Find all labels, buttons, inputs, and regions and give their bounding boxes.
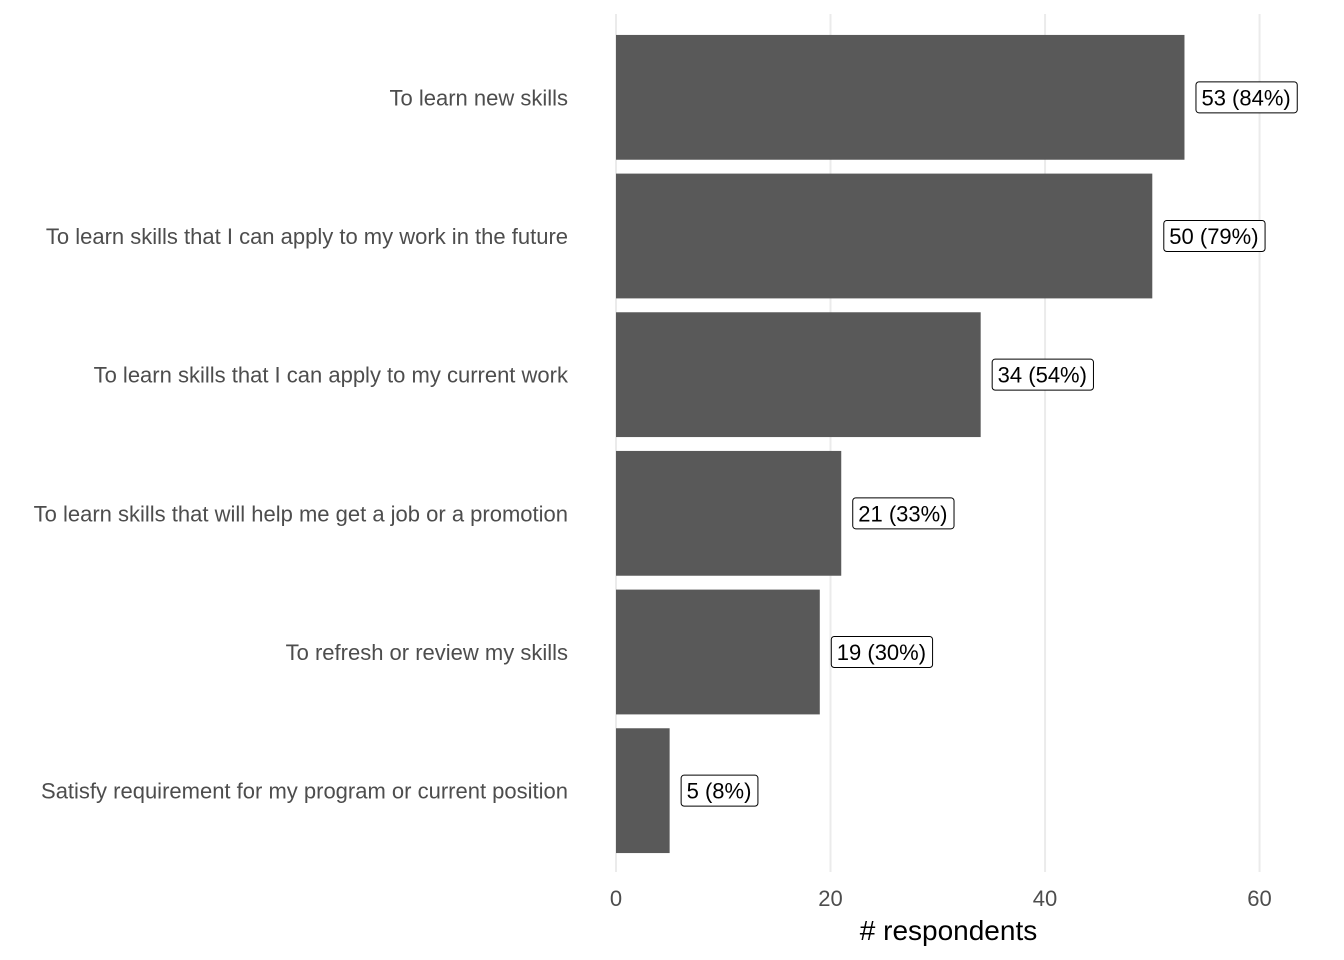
x-tick-label: 60: [1247, 886, 1271, 911]
category-label: To learn skills that will help me get a …: [34, 501, 568, 526]
data-label-box: [1163, 220, 1266, 252]
x-tick-label: 0: [610, 886, 622, 911]
data-label-text: 34 (54%): [998, 363, 1087, 388]
category-label: To learn new skills: [389, 85, 568, 110]
category-labels: To learn new skills To learn skills that …: [34, 85, 569, 803]
category-label: Satisfy requirement for my program or cu…: [41, 779, 568, 804]
data-label-text: 53 (84%): [1201, 85, 1290, 110]
data-label-box: [830, 636, 934, 668]
data-label: 50 (79%): [1163, 220, 1266, 252]
data-label-box: [852, 497, 955, 530]
data-label: 19 (30%): [830, 636, 934, 668]
x-tick-label: 40: [1033, 886, 1057, 911]
data-label-box: [991, 358, 1094, 391]
data-label-text: 50 (79%): [1169, 224, 1258, 249]
data-label-text: 5 (8%): [687, 779, 752, 804]
data-label: 5 (8%): [680, 774, 759, 807]
x-tick-label: 20: [818, 886, 842, 911]
x-axis-label: # respondents: [860, 915, 1037, 946]
bar: [616, 34, 1185, 160]
bar: [616, 728, 670, 854]
data-label: 53 (84%): [1195, 81, 1298, 114]
category-label: To learn skills that I can apply to my c…: [94, 363, 569, 388]
bar: [616, 173, 1153, 299]
bar: [616, 450, 842, 576]
data-label: 21 (33%): [852, 497, 955, 530]
bar: [616, 589, 820, 715]
data-label-box: [1195, 81, 1298, 114]
category-label: To learn skills that I can apply to my w…: [46, 224, 568, 249]
bar: [616, 312, 981, 438]
data-label-text: 19 (30%): [837, 640, 926, 665]
data-label-text: 21 (33%): [858, 501, 947, 526]
data-label-box: [680, 774, 759, 807]
x-tick-labels: 0 20 40 60: [610, 886, 1272, 911]
category-label: To refresh or review my skills: [286, 640, 568, 665]
data-label: 34 (54%): [991, 358, 1094, 391]
data-labels: 53 (84%) 50 (79%) 34 (54%) 21 (33%) 19 (30%)…: [680, 81, 1298, 807]
bars: [616, 34, 1185, 854]
